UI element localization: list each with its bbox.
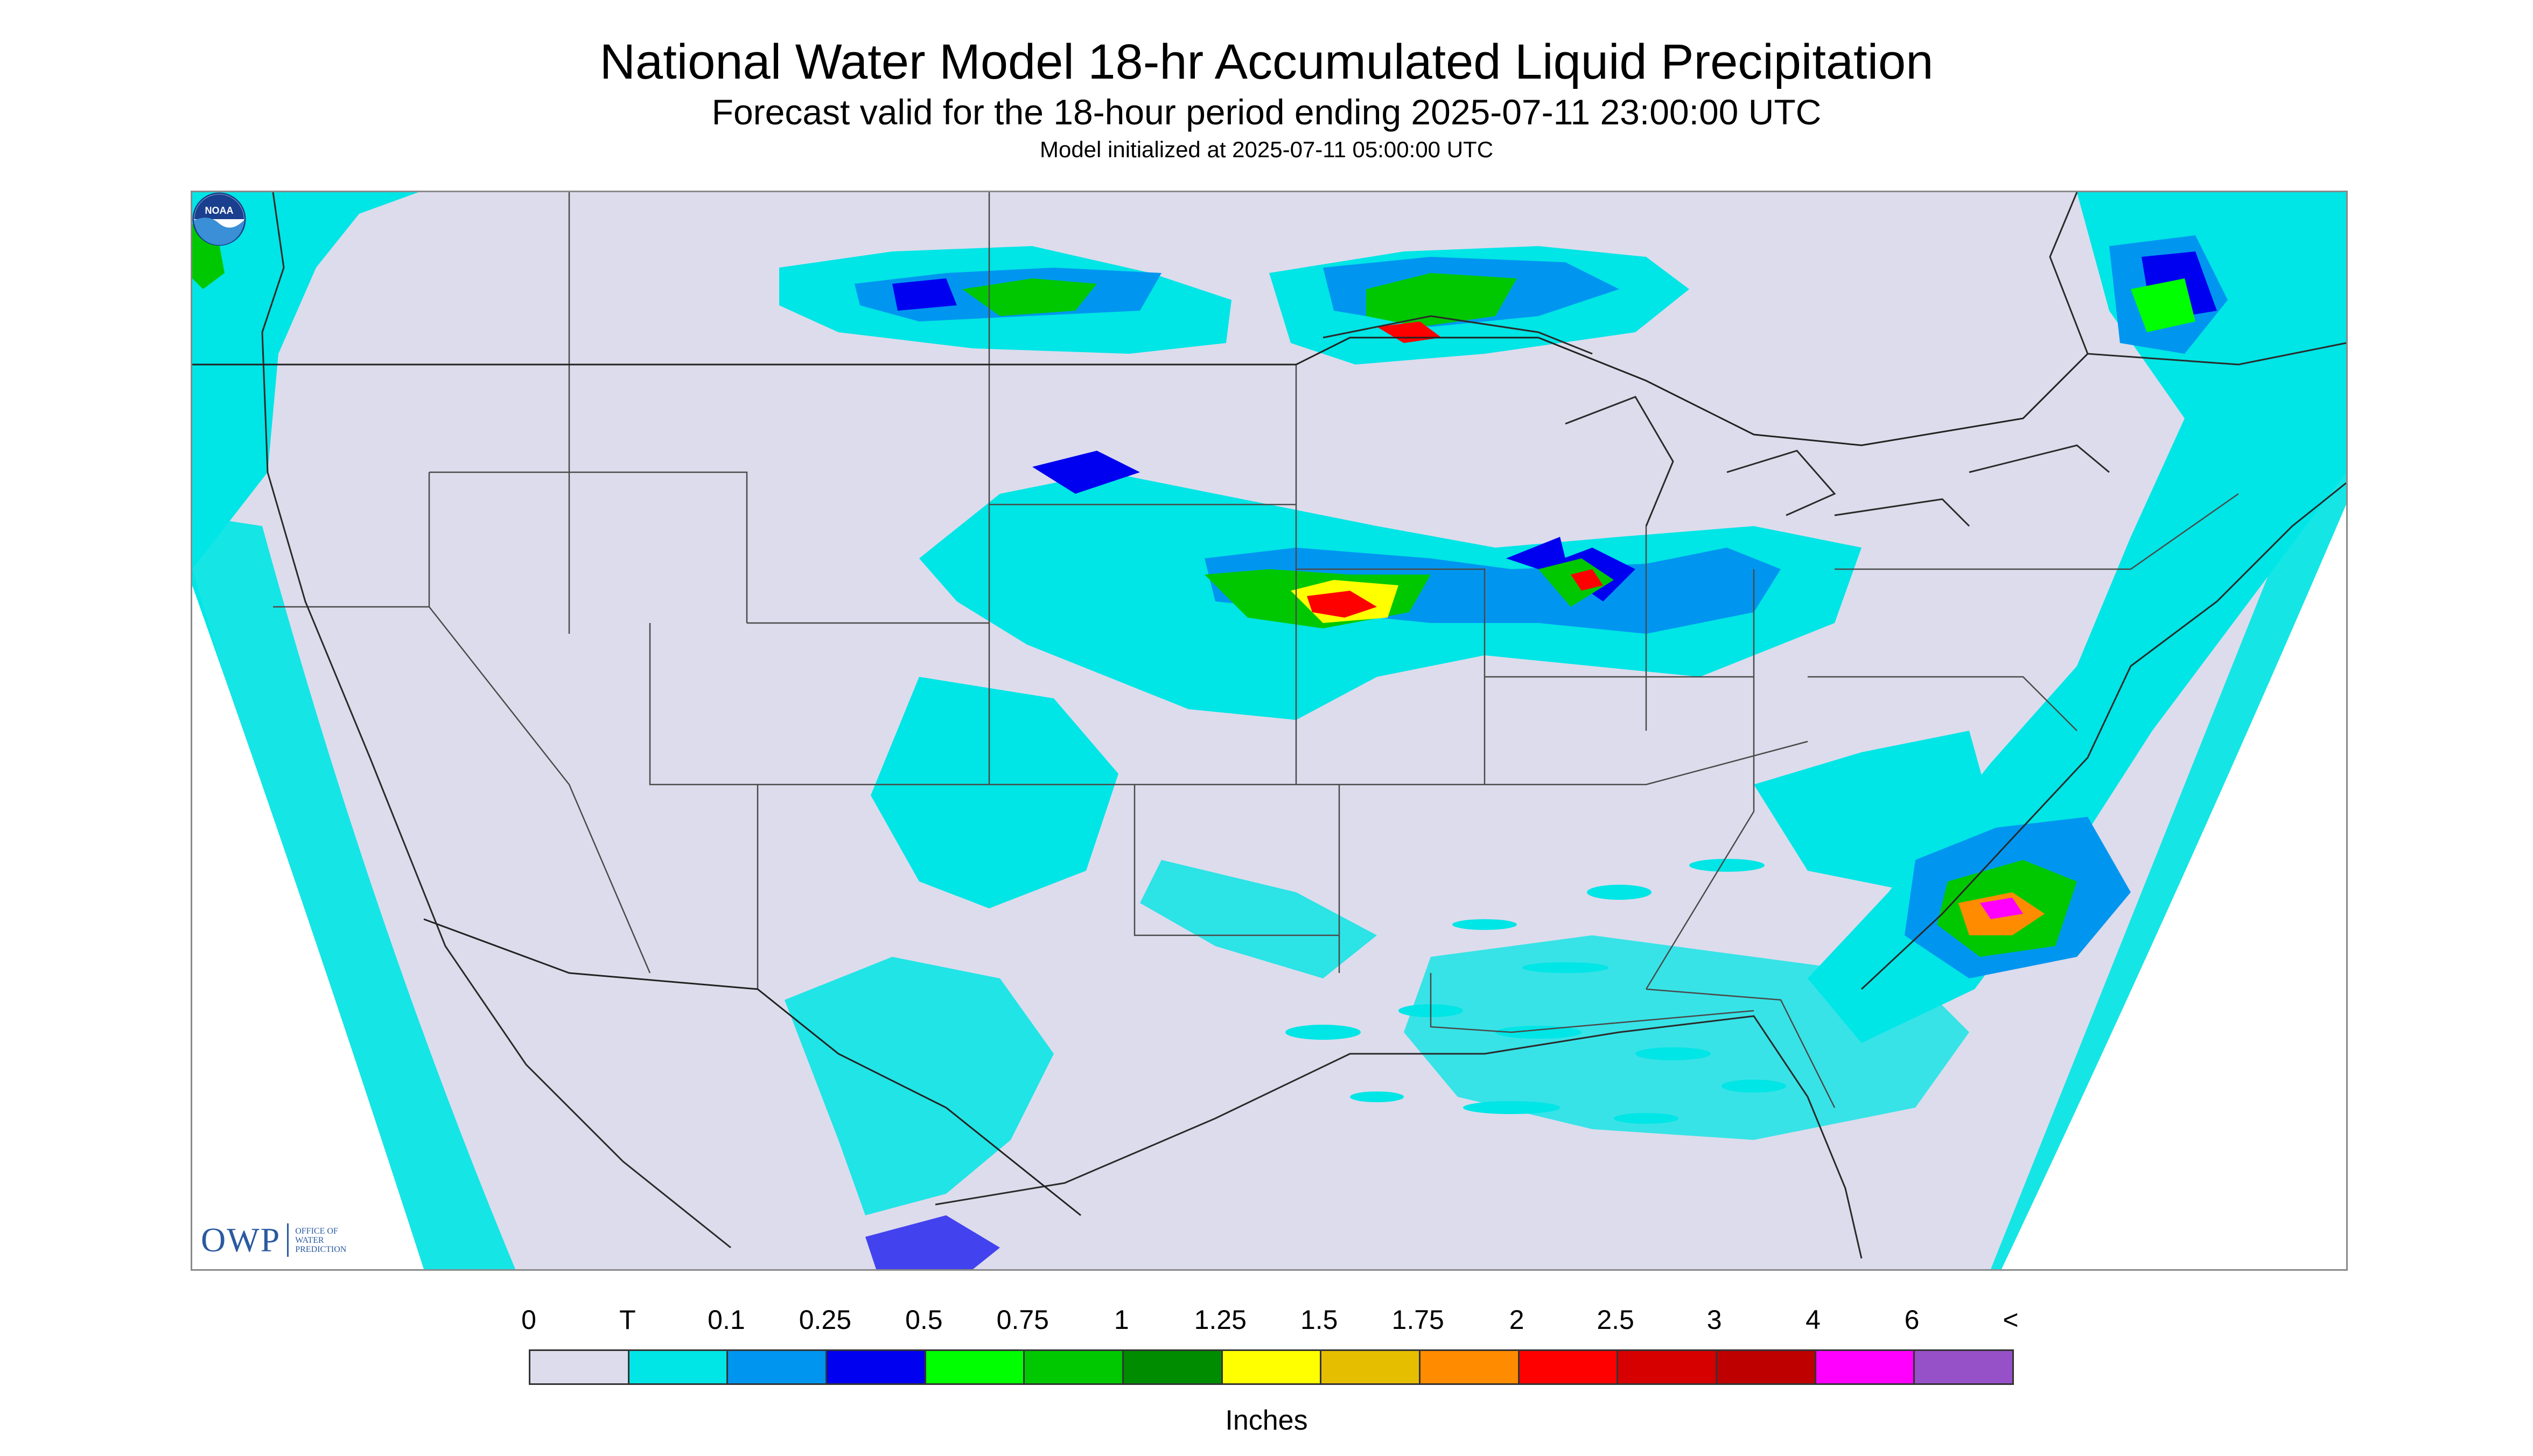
owp-logo-mark: OWP (201, 1221, 281, 1259)
legend-swatch (1321, 1351, 1421, 1383)
legend-tick-label: 2 (1509, 1305, 1524, 1335)
legend-swatch (1915, 1351, 2013, 1383)
legend-swatch (827, 1351, 926, 1383)
legend-swatch (1816, 1351, 1915, 1383)
legend-swatch (728, 1351, 828, 1383)
legend-tick-label: 1.75 (1391, 1305, 1444, 1335)
national-border (192, 337, 2089, 1216)
legend-tick-label: 0.25 (799, 1305, 852, 1335)
owp-logo: OWP OFFICE OF WATER PREDICTION (201, 1219, 346, 1262)
map-canvas (192, 192, 2346, 1269)
legend-tick-label: 6 (1904, 1305, 1920, 1335)
legend-tick-label: 4 (1806, 1305, 1821, 1335)
edge-trace-bands (192, 408, 2346, 1269)
legend-tick-label: 1 (1114, 1305, 1129, 1335)
legend-swatch (1519, 1351, 1619, 1383)
legend-tick-label: 0.75 (996, 1305, 1049, 1335)
noaa-logo-text: NOAA (205, 205, 234, 216)
owp-logo-line: WATER (295, 1235, 324, 1245)
legend-tick-label: 3 (1706, 1305, 1722, 1335)
owp-logo-line: PREDICTION (295, 1244, 347, 1254)
precipitation-map: OWP OFFICE OF WATER PREDICTION NOAA (191, 191, 2348, 1271)
map-subtitle: Forecast valid for the 18-hour period en… (711, 92, 1822, 132)
legend-tick-label: 1.25 (1194, 1305, 1247, 1335)
legend-tick-label: 0 (521, 1305, 536, 1335)
projection-mask (192, 505, 2346, 1269)
legend-tick-label: 0.5 (905, 1305, 943, 1335)
legend-tick-label: 2.5 (1597, 1305, 1634, 1335)
owp-logo-line: OFFICE OF (295, 1226, 338, 1236)
legend-tick-label: < (2003, 1305, 2019, 1335)
legend-units: Inches (1225, 1405, 1308, 1436)
legend-swatch (629, 1351, 729, 1383)
legend-swatch (1222, 1351, 1322, 1383)
precip-intense-layer (1291, 321, 2045, 935)
legend-tick-label: T (619, 1305, 636, 1335)
precip-scattered-cells (1285, 859, 1786, 1124)
legend-color-bar (529, 1349, 2014, 1385)
legend-swatch (1421, 1351, 1520, 1383)
noaa-logo-icon: NOAA (192, 192, 246, 246)
map-title: National Water Model 18-hr Accumulated L… (599, 34, 1934, 89)
legend-tick-label: 1.5 (1300, 1305, 1338, 1335)
legend-swatch (926, 1351, 1025, 1383)
legend-swatch (1717, 1351, 1816, 1383)
state-boundaries (192, 192, 2239, 1108)
legend-swatch (530, 1351, 629, 1383)
owp-logo-divider (287, 1223, 289, 1257)
coastlines (261, 192, 2346, 1259)
model-init-time: Model initialized at 2025-07-11 05:00:00… (1039, 137, 1494, 162)
owp-logo-text: OFFICE OF WATER PREDICTION (295, 1227, 346, 1254)
legend-swatch (1025, 1351, 1124, 1383)
color-legend: 0 T 0.1 0.25 0.5 0.75 1 1.25 1.5 1.75 2 2.5 3 4 6 < Inc… (0, 1292, 2533, 1454)
legend-swatch (1618, 1351, 1718, 1383)
legend-tick-label: 0.1 (708, 1305, 745, 1335)
legend-swatch (1124, 1351, 1223, 1383)
